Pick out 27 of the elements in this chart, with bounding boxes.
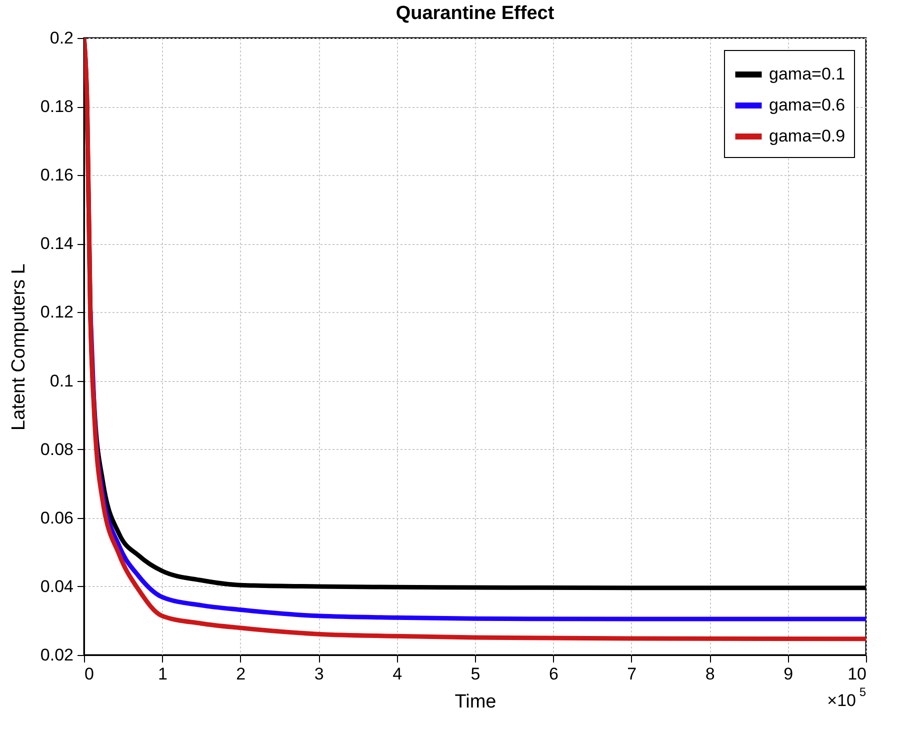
x-tick-label: 7 — [627, 664, 637, 684]
x-tick-label: 3 — [314, 664, 324, 684]
y-tick-label: 0.06 — [40, 508, 74, 528]
y-tick-label: 0.18 — [40, 97, 74, 116]
y-tick-label: 0.02 — [40, 646, 74, 664]
x-tick-label: 9 — [784, 664, 794, 684]
x-tick-label: 1 — [158, 664, 168, 684]
legend-label: gama=0.9 — [769, 126, 846, 146]
y-axis-title: Latent Computers L — [8, 264, 30, 430]
x-tick-label: 8 — [705, 664, 715, 684]
x-tick-label: 5 — [470, 664, 480, 684]
y-tick-label: 0.08 — [40, 440, 74, 459]
y-tick-label: 0.04 — [40, 576, 74, 596]
x-tick-label: 4 — [392, 664, 402, 684]
x-tick-label: 10 — [848, 664, 866, 684]
legend-label: gama=0.6 — [769, 96, 846, 114]
x-tick-label: 6 — [548, 664, 558, 684]
chart-title: Quarantine Effect — [396, 3, 555, 24]
x-axis-title: Time — [454, 692, 496, 712]
y-tick-label: 0.1 — [50, 371, 74, 390]
y-tick-label: 0.2 — [50, 28, 74, 48]
legend-label: gama=0.1 — [769, 64, 846, 84]
y-tick-label: 0.14 — [40, 234, 74, 254]
x-tick-label: 2 — [236, 664, 246, 684]
x-tick-label: 0 — [84, 664, 94, 684]
y-tick-label: 0.16 — [40, 166, 74, 185]
y-tick-label: 0.12 — [40, 302, 74, 322]
